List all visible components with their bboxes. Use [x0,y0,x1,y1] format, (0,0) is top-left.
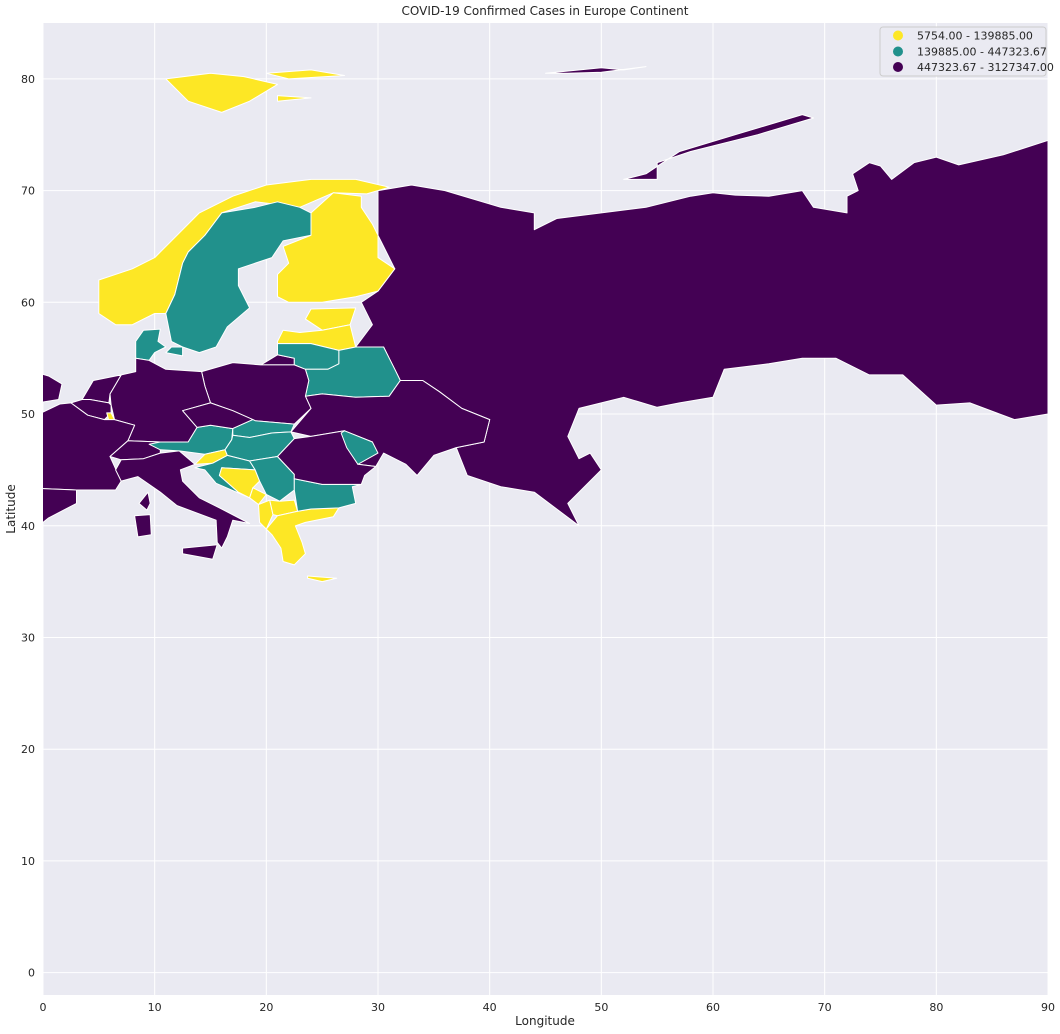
x-tick-label: 60 [706,1001,720,1014]
y-tick-label: 10 [21,855,35,868]
y-tick-label: 50 [21,408,35,421]
x-axis-label: Longitude [515,1014,575,1028]
region-sweden [165,201,312,354]
x-tick-label: 70 [818,1001,832,1014]
legend-label-mid: 139885.00 - 447323.67 [917,46,1047,59]
y-tick-label: 80 [21,73,35,86]
region-slovenia [194,449,228,465]
region-albania [258,499,274,530]
x-tick-label: 90 [1041,1001,1055,1014]
region-russia [355,139,1048,527]
regions [43,66,1048,583]
x-tick-label: 10 [148,1001,162,1014]
region-denmark [135,328,167,361]
region-great-britain [43,373,63,403]
x-tick-label: 50 [594,1001,608,1014]
chart-title: COVID-19 Confirmed Cases in Europe Conti… [402,4,689,18]
region-montenegro [249,487,267,505]
region-estonia [304,307,357,331]
x-tick-label: 0 [40,1001,47,1014]
y-tick-label: 30 [21,631,35,644]
region-finland [277,192,396,303]
region-svalbard-ne [265,69,345,80]
region-bosnia [218,467,261,499]
region-corsica [138,491,151,511]
region-moldova [340,430,379,465]
x-tick-label: 40 [483,1001,497,1014]
x-tick-label: 20 [259,1001,273,1014]
region-zealand [165,346,184,357]
legend-marker-mid [893,46,903,57]
y-axis-label: Latitude [4,484,18,533]
y-tick-label: 0 [28,967,35,980]
region-novaya-zemlya [623,114,814,180]
legend-marker-low [893,30,903,41]
region-svalbard-e [277,95,312,102]
region-romania [277,430,377,485]
legend-box [879,26,1047,77]
region-svalbard [165,72,278,113]
region-franz-josef-land [545,66,647,74]
legend-label-high: 447323.67 - 3127347.00 [917,61,1054,74]
region-austria [148,424,234,455]
tick-labels: 0 10 20 30 40 50 60 70 80 90 0 10 20 30 40 50 60 70 80 [21,73,1055,1014]
x-tick-label: 80 [929,1001,943,1014]
y-tick-label: 20 [21,743,35,756]
legend: 5754.00 - 139885.00 139885.00 - 447323.6… [879,26,1054,77]
region-crete [307,575,338,583]
region-italy [115,450,251,549]
region-sicily [182,544,218,560]
y-tick-label: 70 [21,185,35,198]
legend-label-low: 5754.00 - 139885.00 [917,30,1033,43]
region-iberia [43,488,77,523]
legend-marker-high [893,62,903,72]
y-tick-label: 60 [21,296,35,309]
x-tick-label: 30 [371,1001,385,1014]
region-sardinia [134,514,152,538]
y-tick-label: 40 [21,520,35,533]
